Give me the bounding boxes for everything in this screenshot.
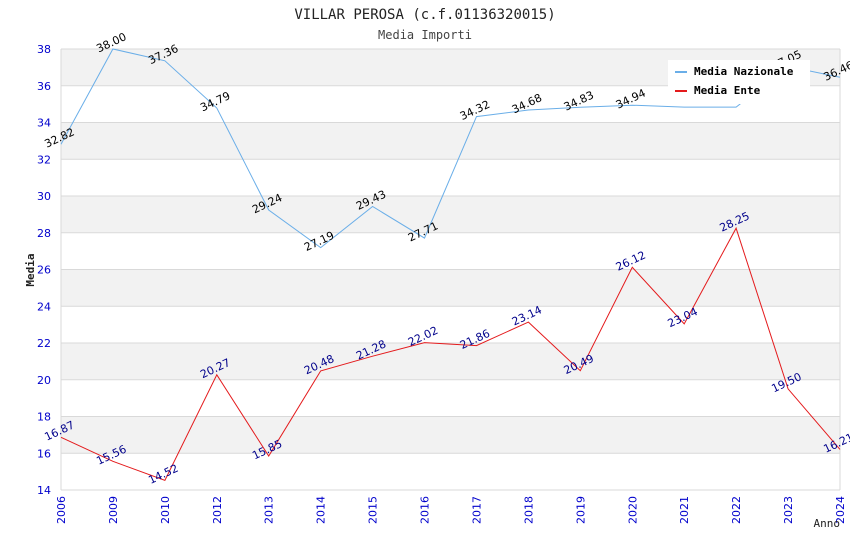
- x-tick-label: 2020: [626, 496, 639, 524]
- legend-label-nazionale: Media Nazionale: [694, 65, 794, 78]
- x-tick-label: 2010: [159, 496, 172, 524]
- y-tick-label: 36: [37, 80, 51, 93]
- x-tick-label: 2006: [55, 496, 68, 524]
- x-tick-label: 2023: [782, 496, 795, 524]
- y-tick-label: 14: [37, 484, 51, 497]
- y-tick-label: 26: [37, 264, 51, 277]
- series-line-nazionale: [60, 48, 841, 249]
- legend: Media Nazionale Media Ente: [668, 60, 810, 104]
- background-band: [61, 416, 840, 454]
- y-tick-label: 22: [37, 337, 51, 350]
- background-band: [61, 343, 840, 380]
- y-tick-label: 28: [37, 227, 51, 240]
- x-tick-label: 2019: [574, 496, 587, 524]
- y-tick-label: 30: [37, 190, 51, 203]
- x-tick-label: 2009: [107, 496, 120, 524]
- y-tick-label: 34: [37, 117, 51, 130]
- data-label: 34.68: [510, 91, 544, 116]
- series-line-ente: [60, 226, 841, 482]
- data-label: 34.94: [614, 87, 648, 112]
- x-tick-label: 2012: [211, 496, 224, 524]
- data-label: 34.79: [198, 89, 232, 114]
- x-tick-label: 2015: [367, 496, 380, 524]
- y-tick-label: 24: [37, 300, 51, 313]
- data-label: 14.52: [146, 462, 180, 487]
- series-lines: [60, 48, 841, 482]
- y-tick-label: 20: [37, 374, 51, 387]
- chart-subtitle: Media Importi: [378, 28, 472, 42]
- x-tick-label: 2022: [730, 496, 743, 524]
- data-label: 34.83: [562, 89, 596, 114]
- x-tick-label: 2013: [263, 496, 276, 524]
- y-tick-label: 38: [37, 43, 51, 56]
- legend-label-ente: Media Ente: [694, 84, 761, 97]
- y-axis-ticks: 14 16 18 20 22 24 26 28 30 32 34 36 38: [37, 43, 51, 497]
- x-tick-label: 2024: [834, 496, 847, 524]
- x-axis-ticks: 2006 2009 2010 2012 2013 2014 2015 2016 2017 2018…: [55, 496, 847, 524]
- x-tick-label: 2014: [315, 496, 328, 524]
- gridlines: [60, 48, 841, 491]
- x-tick-label: 2021: [678, 496, 691, 524]
- y-tick-label: 32: [37, 153, 51, 166]
- x-tick-label: 2016: [419, 496, 432, 524]
- legend-box: [668, 60, 810, 104]
- chart-title: VILLAR PEROSA (c.f.01136320015): [294, 7, 555, 23]
- y-tick-label: 18: [37, 411, 51, 424]
- background-band: [61, 269, 840, 307]
- background-band: [61, 122, 840, 160]
- background-band: [61, 196, 840, 233]
- x-axis-label: Anno: [814, 517, 841, 530]
- y-tick-label: 16: [37, 447, 51, 460]
- x-tick-label: 2018: [522, 496, 535, 524]
- y-axis-label: Media: [24, 253, 37, 286]
- x-tick-label: 2017: [470, 496, 483, 524]
- data-label: 23.14: [510, 303, 544, 328]
